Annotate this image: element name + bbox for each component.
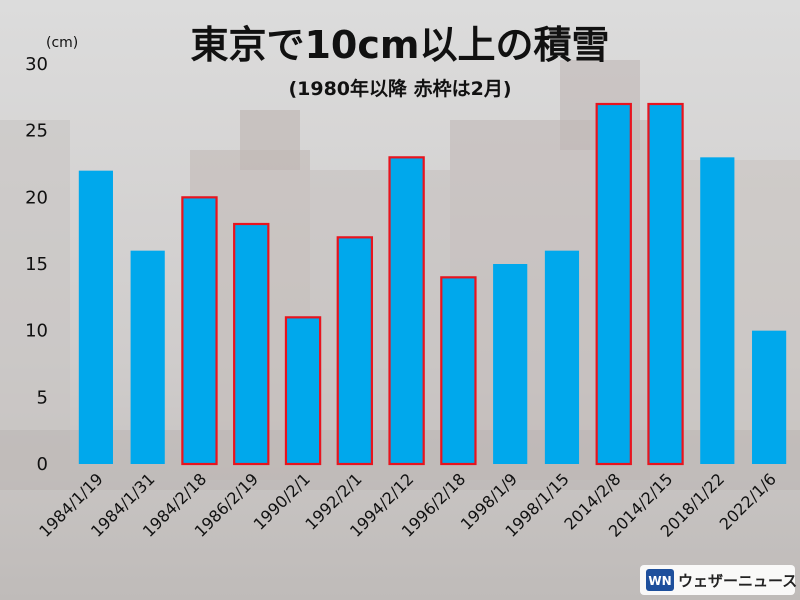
bar-1996-2-18 <box>440 276 477 466</box>
y-tick-label: 5 <box>37 387 48 408</box>
chart-title: 東京で10cm以上の積雪 <box>190 23 609 67</box>
bar-2014-2-15 <box>647 102 684 466</box>
bar-1990-2-1 <box>284 316 322 466</box>
bar-1984-1-19 <box>78 170 113 464</box>
y-tick-label: 0 <box>37 454 48 475</box>
bar-1992-2-1 <box>336 236 374 466</box>
y-tick-label: 30 <box>25 54 48 75</box>
bar-1986-2-19 <box>233 222 270 466</box>
bars <box>78 102 787 466</box>
bar-2018-1-22 <box>700 157 735 465</box>
y-tick-label: 20 <box>25 187 48 208</box>
bar-2022-1-6 <box>752 330 787 464</box>
y-tick-label: 10 <box>25 321 48 342</box>
bar-1984-2-18 <box>181 196 218 466</box>
bar-2014-2-8 <box>595 102 632 466</box>
bar-1998-1-15 <box>544 250 580 464</box>
weathernews-logo: WN ウェザーニュース <box>640 565 797 595</box>
x-axis-labels: 1984/1/191984/1/311984/2/181986/2/191990… <box>35 469 780 540</box>
bar-1998-1-9 <box>493 264 528 464</box>
bar-1984-1-31 <box>130 250 165 464</box>
x-tick-label: 2022/1/6 <box>716 469 780 533</box>
bar-1994-2-12 <box>388 156 425 466</box>
weathernews-logo-mark <box>646 569 674 591</box>
y-axis-ticks: 0 5 10 15 20 25 30 <box>25 54 48 475</box>
weathernews-logo-text: ウェザーニュース <box>678 572 797 590</box>
chart-subtitle: (1980年以降 赤枠は2月) <box>288 77 511 100</box>
y-tick-label: 15 <box>25 254 48 275</box>
weathernews-logo-mark-text: WN <box>648 574 671 588</box>
y-axis-unit: (cm) <box>46 35 78 51</box>
y-tick-label: 25 <box>25 121 48 142</box>
